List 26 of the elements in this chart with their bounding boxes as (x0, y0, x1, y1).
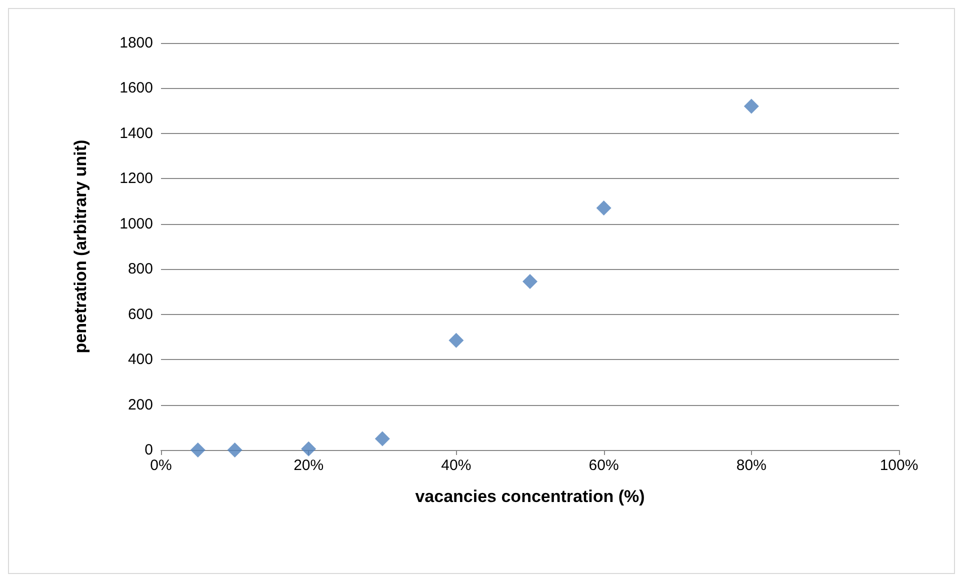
y-tick-label: 1200 (120, 170, 153, 188)
x-tick-label: 60% (588, 457, 619, 474)
x-tick-label: 40% (441, 457, 472, 474)
point (596, 200, 612, 216)
point (227, 442, 242, 458)
point (522, 274, 538, 290)
point (301, 441, 316, 456)
y-axis-title: penetration (arbitrary unit) (71, 140, 90, 354)
x-axis-title: vacancies concentration (%) (415, 487, 645, 506)
y-tick-label: 200 (128, 396, 153, 414)
y-tick-label: 400 (128, 351, 153, 368)
point (374, 431, 390, 446)
point (448, 332, 464, 348)
y-tick-label: 1400 (120, 124, 153, 142)
x-tick-label: 80% (736, 457, 766, 474)
x-tick-label: 100% (880, 457, 918, 474)
y-tick-label: 1800 (120, 34, 153, 52)
y-tick-label: 1600 (120, 80, 153, 97)
y-tick-label: 0 (144, 442, 153, 458)
point (190, 442, 206, 458)
x-tick-label: 0% (150, 457, 172, 474)
y-tick-label: 1000 (120, 215, 153, 232)
x-tick-label: 20% (294, 457, 324, 474)
y-tick-label: 800 (128, 260, 153, 278)
y-tick-label: 600 (128, 306, 153, 323)
point (744, 98, 759, 114)
